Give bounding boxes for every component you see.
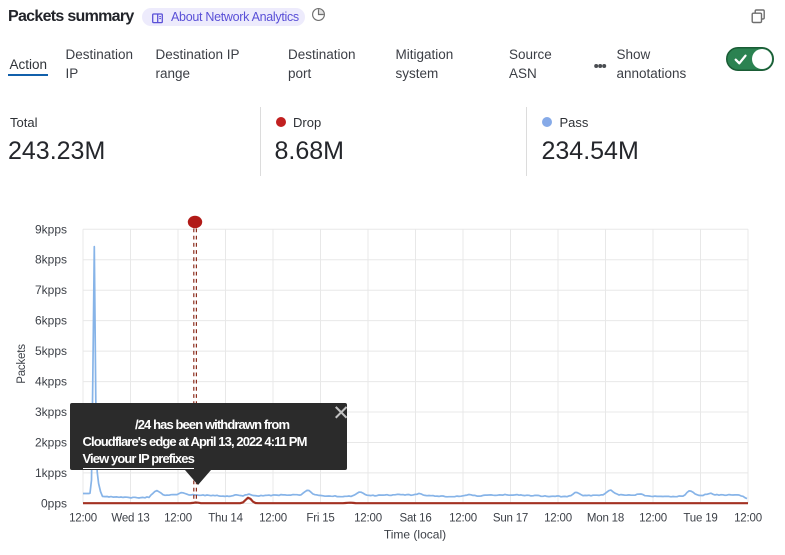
svg-text:Mon 18: Mon 18: [587, 513, 624, 525]
svg-text:12:00: 12:00: [164, 513, 192, 525]
svg-text:Time (local): Time (local): [384, 528, 446, 542]
svg-text:0pps: 0pps: [41, 496, 67, 510]
svg-text:12:00: 12:00: [449, 513, 477, 525]
svg-text:Sun 17: Sun 17: [493, 513, 528, 525]
svg-text:5kpps: 5kpps: [35, 344, 67, 358]
svg-text:12:00: 12:00: [639, 513, 667, 525]
svg-text:9kpps: 9kpps: [35, 222, 67, 236]
svg-text:1kpps: 1kpps: [35, 466, 67, 480]
svg-text:12:00: 12:00: [734, 513, 762, 525]
svg-text:Fri 15: Fri 15: [306, 513, 334, 525]
svg-text:Packets: Packets: [16, 344, 28, 384]
svg-text:Thu 14: Thu 14: [208, 513, 243, 525]
svg-text:3kpps: 3kpps: [35, 405, 67, 419]
svg-text:Wed 13: Wed 13: [111, 513, 149, 525]
svg-text:Tue 19: Tue 19: [683, 513, 717, 525]
svg-text:12:00: 12:00: [354, 513, 382, 525]
svg-text:4kpps: 4kpps: [35, 375, 67, 389]
svg-text:2kpps: 2kpps: [35, 436, 67, 450]
svg-text:8kpps: 8kpps: [35, 253, 67, 267]
svg-text:Sat 16: Sat 16: [399, 513, 431, 525]
svg-text:12:00: 12:00: [544, 513, 572, 525]
svg-text:7kpps: 7kpps: [35, 283, 67, 297]
svg-text:6kpps: 6kpps: [35, 314, 67, 328]
svg-text:12:00: 12:00: [69, 513, 97, 525]
svg-text:12:00: 12:00: [259, 513, 287, 525]
